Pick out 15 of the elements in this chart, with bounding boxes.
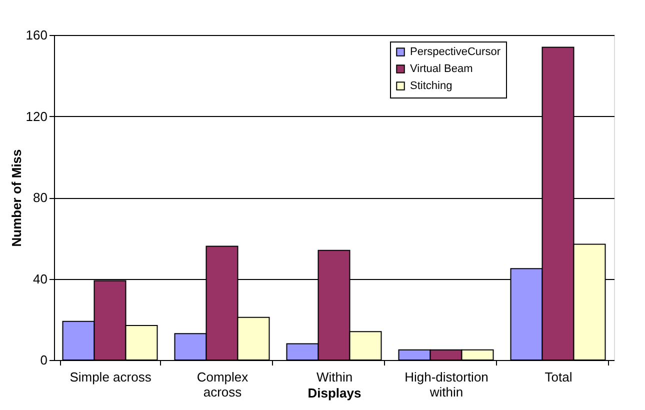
legend-label: Virtual Beam [410, 63, 473, 75]
x-tick-label: Simple across [70, 370, 152, 384]
legend-label: Stitching [410, 80, 452, 92]
x-tick-label: Total [544, 370, 572, 384]
legend-label: PerspectiveCursor [410, 46, 501, 58]
y-tick-label: 120 [26, 108, 48, 124]
y-axis-title: Number of Miss [8, 149, 24, 247]
x-tick-label: Within [316, 370, 353, 384]
y-tick-label: 40 [33, 271, 48, 286]
y-tick-label: 80 [33, 190, 48, 205]
x-axis-title: Displays [308, 386, 362, 400]
x-tick-label: High-distortion within [404, 370, 488, 400]
x-tick-label: Complex across [196, 370, 249, 400]
y-tick-label: 160 [26, 28, 48, 42]
y-tick-label: 0 [40, 352, 48, 368]
